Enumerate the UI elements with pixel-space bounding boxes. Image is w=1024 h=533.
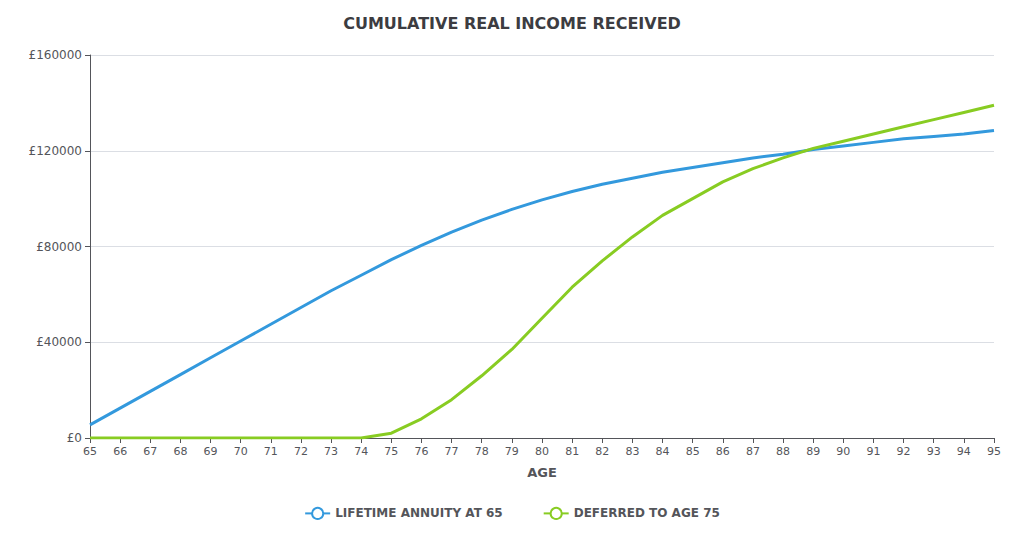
svg-text:77: 77: [445, 445, 459, 458]
svg-text:LIFETIME ANNUITY AT 65: LIFETIME ANNUITY AT 65: [335, 506, 503, 520]
svg-text:69: 69: [204, 445, 218, 458]
svg-text:76: 76: [414, 445, 428, 458]
svg-text:87: 87: [746, 445, 760, 458]
svg-text:DEFERRED TO AGE 75: DEFERRED TO AGE 75: [574, 506, 720, 520]
svg-text:81: 81: [565, 445, 579, 458]
svg-text:83: 83: [625, 445, 639, 458]
svg-text:82: 82: [595, 445, 609, 458]
svg-text:94: 94: [957, 445, 971, 458]
svg-text:92: 92: [897, 445, 911, 458]
svg-text:£160000: £160000: [29, 48, 82, 62]
svg-text:72: 72: [294, 445, 308, 458]
svg-text:71: 71: [264, 445, 278, 458]
svg-text:86: 86: [716, 445, 730, 458]
svg-text:88: 88: [776, 445, 790, 458]
svg-text:70: 70: [234, 445, 248, 458]
svg-text:85: 85: [686, 445, 700, 458]
svg-text:73: 73: [324, 445, 338, 458]
svg-text:91: 91: [866, 445, 880, 458]
svg-text:67: 67: [143, 445, 157, 458]
svg-text:90: 90: [836, 445, 850, 458]
svg-text:AGE: AGE: [527, 465, 557, 480]
svg-text:65: 65: [83, 445, 97, 458]
svg-text:£40000: £40000: [36, 335, 82, 349]
svg-text:79: 79: [505, 445, 519, 458]
svg-text:89: 89: [806, 445, 820, 458]
svg-text:78: 78: [475, 445, 489, 458]
svg-text:CUMULATIVE REAL INCOME RECEIVE: CUMULATIVE REAL INCOME RECEIVED: [343, 14, 681, 33]
svg-text:66: 66: [113, 445, 127, 458]
svg-text:80: 80: [535, 445, 549, 458]
svg-text:93: 93: [927, 445, 941, 458]
svg-text:£80000: £80000: [36, 240, 82, 254]
svg-text:75: 75: [384, 445, 398, 458]
svg-text:95: 95: [987, 445, 1001, 458]
svg-text:74: 74: [354, 445, 368, 458]
svg-text:£120000: £120000: [29, 144, 82, 158]
svg-text:68: 68: [173, 445, 187, 458]
svg-text:£0: £0: [67, 431, 82, 445]
svg-text:84: 84: [656, 445, 670, 458]
